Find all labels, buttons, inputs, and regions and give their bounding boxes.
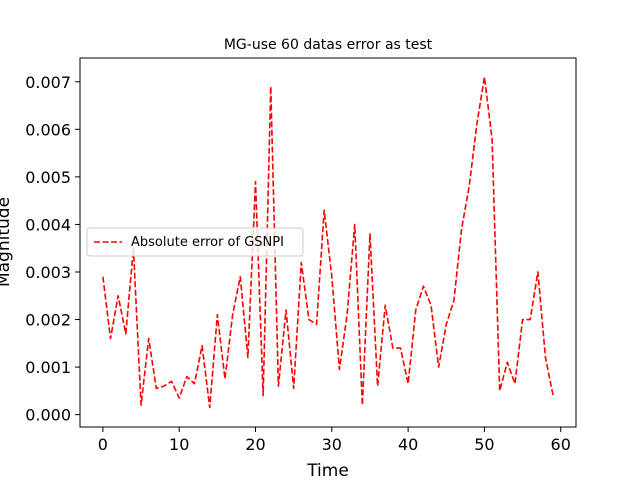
line-layer: [102, 76, 554, 409]
y-axis-label: Magnitude: [0, 197, 14, 287]
x-tick-label: 40: [398, 435, 418, 454]
y-tick-label: 0.004: [25, 215, 71, 234]
y-axis: 0.000 0.001 0.002 0.003 0.004 0.005 0.006 0.007: [25, 73, 80, 425]
x-tick-label: 20: [245, 435, 265, 454]
y-tick-label: 0.007: [25, 73, 71, 92]
plot-area: [79, 57, 577, 428]
x-tick-label: 0: [98, 435, 108, 454]
y-tick-label: 0.002: [25, 311, 71, 330]
x-axis: 0 10 20 30 40 50 60: [98, 427, 571, 454]
series-line: [102, 76, 554, 409]
y-tick-label: 0.005: [25, 168, 71, 187]
x-tick-label: 30: [322, 435, 342, 454]
y-tick-label: 0.003: [25, 263, 71, 282]
plot-frame: [79, 57, 577, 428]
legend-label: Absolute error of GSNPI: [131, 235, 284, 250]
x-tick-label: 10: [169, 435, 189, 454]
y-tick-label: 0.000: [25, 406, 71, 425]
y-tick-label: 0.006: [25, 120, 71, 139]
legend: Absolute error of GSNPI: [86, 227, 304, 257]
x-tick-label: 50: [474, 435, 494, 454]
legend-box: [86, 227, 304, 257]
y-tick-label: 0.001: [25, 358, 71, 377]
x-axis-label: Time: [306, 461, 349, 480]
chart-title: MG-use 60 datas error as test: [224, 37, 433, 53]
x-tick-label: 60: [551, 435, 571, 454]
